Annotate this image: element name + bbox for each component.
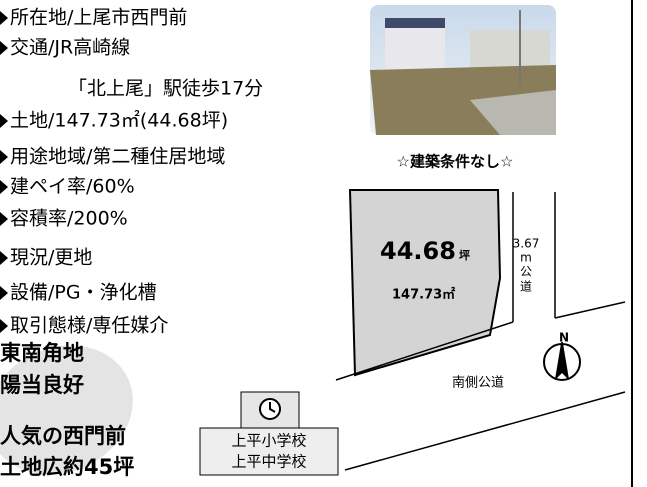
road-label: 公 xyxy=(520,265,532,279)
feature: 設備/PG・浄化槽 xyxy=(10,282,157,304)
tagline: ☆建築条件なし☆ xyxy=(397,153,514,171)
highlight: 東南角地 xyxy=(0,341,84,365)
road-unit: m xyxy=(520,251,532,265)
feature: 現況/更地 xyxy=(10,247,92,269)
feature: 「北上尾」駅徒歩17分 xyxy=(68,78,263,100)
photo xyxy=(370,5,556,135)
area-sqm: 147.73㎡ xyxy=(392,287,455,303)
feature: 交通/JR高崎線 xyxy=(10,37,130,59)
school: 上平中学校 xyxy=(231,453,306,471)
feature: 用途地域/第二種住居地域 xyxy=(10,146,225,168)
school: 上平小学校 xyxy=(231,432,306,450)
south-road: 南側公道 xyxy=(452,375,504,391)
feature: 取引態様/専任媒介 xyxy=(10,315,168,337)
feature: 容積率/200% xyxy=(10,208,128,230)
road-label: 道 xyxy=(520,280,532,294)
highlight: 人気の西門前 xyxy=(0,424,126,448)
feature: 建ペイ率/60% xyxy=(10,176,135,198)
highlight: 土地広約45坪 xyxy=(0,455,134,479)
highlight: 陽当良好 xyxy=(0,373,84,397)
area-tsubo: 44.68 xyxy=(380,237,456,265)
road-width: 3.67 xyxy=(513,237,540,251)
compass: N xyxy=(559,331,569,345)
feature: 所在地/上尾市西門前 xyxy=(10,7,187,29)
tsubo-unit: 坪 xyxy=(459,249,470,262)
feature: 土地/147.73㎡(44.68坪) xyxy=(10,109,228,132)
flyer: ☆建築条件なし☆ 44.68 坪 147.73㎡ 3.67 m 公 道 南側公道… xyxy=(0,0,647,487)
